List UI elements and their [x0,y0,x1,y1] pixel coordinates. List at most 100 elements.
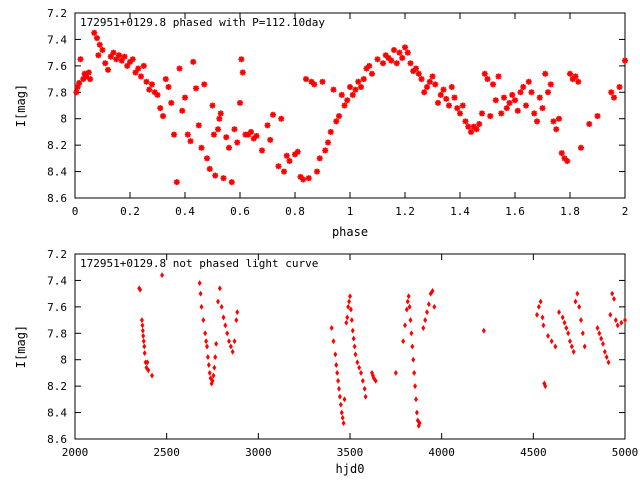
data-point [517,89,524,96]
data-point [199,303,204,310]
data-point [338,401,343,408]
data-point [569,76,576,83]
data-point [407,60,414,67]
data-point [337,385,341,392]
data-point [366,62,373,69]
data-point [582,343,587,350]
data-point [275,163,282,170]
data-point [536,94,543,101]
data-point [253,132,260,139]
data-point [575,290,580,297]
data-point [349,317,354,324]
data-point [204,155,210,162]
data-point [542,70,549,77]
data-point [440,86,447,93]
data-point [83,73,89,80]
phased-light-curve-panel: 0 0.2 0.4 0.6 0.8 1 1.2 1.4 1.6 1.8 2 7.2 7.4 7.6 7.8 8… [14,7,628,239]
data-point [586,121,593,127]
data-point [406,293,411,300]
data-point [353,351,358,358]
data-point [545,89,551,96]
data-point [391,47,397,53]
data-point [207,369,212,376]
data-point [540,314,545,321]
data-point [492,97,499,104]
unphased-light-curve-panel: 2000 2500 3000 3500 4000 4500 5000 7.2 7.4 7.6 7.8… [14,248,638,476]
x-tick-label: 0 [72,205,79,218]
data-point [259,147,265,154]
data-point [195,122,202,129]
data-point [385,54,392,61]
data-point [490,81,496,88]
data-point [402,44,408,51]
plot-frame [74,253,626,440]
data-point [575,78,582,85]
data-point [198,144,205,151]
data-point [144,364,149,371]
data-point [604,354,609,361]
data-point [344,97,351,104]
data-point [357,364,362,371]
data-point [564,325,569,331]
data-point [360,76,367,83]
y-tick-label: 7.4 [47,274,67,287]
data-point [110,49,117,56]
y-tick-label: 8.6 [47,192,67,205]
data-point [349,91,356,98]
data-series [73,29,628,186]
y-tick-label: 7.2 [47,248,67,261]
data-point [481,327,486,334]
data-point [337,393,342,400]
data-point [568,338,572,345]
data-point [363,393,368,400]
data-point [208,375,213,382]
data-point [553,126,560,133]
y-axis-label: I[mag] [14,325,28,368]
data-point [501,94,507,101]
data-point [476,121,483,127]
data-point [536,303,541,310]
data-point [327,128,334,135]
data-point [437,91,444,98]
data-point [245,131,252,138]
y-tick-label: 8.2 [47,380,67,393]
data-point [525,78,532,85]
data-point [140,62,147,69]
x-axis-label: hjd0 [336,462,365,476]
data-point [538,298,543,305]
x-tick-label: 2500 [153,446,180,459]
data-point [230,348,235,355]
data-point [201,317,206,324]
data-point [608,89,615,96]
y-tick-label: 8 [60,113,67,126]
data-point [336,377,341,384]
data-point [564,158,571,164]
data-point [213,354,218,361]
y-tick-label: 8 [60,354,67,367]
data-point [352,86,359,93]
data-point [206,165,213,172]
data-point [443,95,450,102]
data-point [176,65,183,72]
data-point [401,338,406,345]
data-point [226,144,232,151]
data-point [506,99,513,106]
data-point [380,60,386,67]
y-tick-label: 7.2 [47,7,67,20]
data-point [138,286,143,293]
data-point [417,420,422,427]
data-point [220,175,227,182]
data-point [421,89,428,96]
data-point [602,348,607,355]
data-point [173,179,180,186]
data-point [179,107,186,114]
data-point [340,414,345,421]
x-tick-label: 1.4 [450,205,470,218]
data-point [514,107,521,114]
data-point [561,155,568,162]
data-point [405,298,410,305]
x-tick-label: 1 [347,205,354,218]
data-point [278,115,285,122]
data-point [118,57,125,64]
data-point [316,155,323,162]
